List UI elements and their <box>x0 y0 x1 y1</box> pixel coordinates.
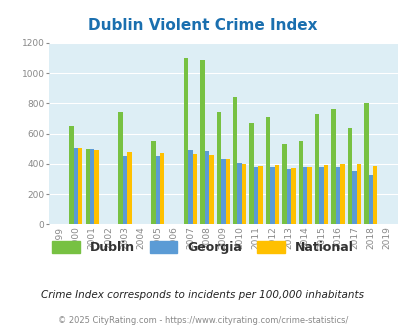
Bar <box>363 103 368 224</box>
Bar <box>225 159 229 224</box>
Bar <box>330 110 335 224</box>
Bar <box>258 166 262 224</box>
Bar <box>151 141 155 224</box>
Text: Dublin Violent Crime Index: Dublin Violent Crime Index <box>88 18 317 33</box>
Text: Crime Index corresponds to incidents per 100,000 inhabitants: Crime Index corresponds to incidents per… <box>41 290 364 300</box>
Bar <box>270 167 274 224</box>
Bar <box>281 144 286 224</box>
Bar <box>90 149 94 224</box>
Bar <box>192 154 197 224</box>
Bar <box>290 168 295 224</box>
Bar <box>118 113 122 224</box>
Bar <box>155 156 160 224</box>
Bar <box>265 117 270 224</box>
Bar <box>319 167 323 224</box>
Bar <box>204 151 209 224</box>
Bar <box>302 167 307 224</box>
Bar <box>94 149 98 224</box>
Bar <box>78 148 82 224</box>
Bar <box>253 167 258 224</box>
Bar <box>274 165 278 224</box>
Bar <box>335 167 339 224</box>
Bar <box>122 155 127 224</box>
Bar <box>209 155 213 224</box>
Bar <box>183 58 188 224</box>
Text: © 2025 CityRating.com - https://www.cityrating.com/crime-statistics/: © 2025 CityRating.com - https://www.city… <box>58 316 347 325</box>
Bar <box>307 167 311 224</box>
Bar <box>323 165 328 224</box>
Bar <box>160 153 164 224</box>
Bar <box>339 164 344 224</box>
Legend: Dublin, Georgia, National: Dublin, Georgia, National <box>47 236 358 259</box>
Bar <box>356 164 360 224</box>
Bar <box>73 148 78 224</box>
Bar <box>372 166 377 224</box>
Bar <box>352 171 356 224</box>
Bar <box>368 175 372 224</box>
Bar <box>188 149 192 224</box>
Bar <box>216 112 221 224</box>
Bar <box>347 128 352 224</box>
Bar <box>232 97 237 224</box>
Bar <box>241 164 246 224</box>
Bar <box>127 152 131 224</box>
Bar <box>69 126 73 224</box>
Bar <box>200 59 204 224</box>
Bar <box>237 163 241 224</box>
Bar <box>249 123 253 224</box>
Bar <box>221 159 225 224</box>
Bar <box>286 169 290 224</box>
Bar <box>85 149 90 224</box>
Bar <box>314 114 319 224</box>
Bar <box>298 141 302 224</box>
